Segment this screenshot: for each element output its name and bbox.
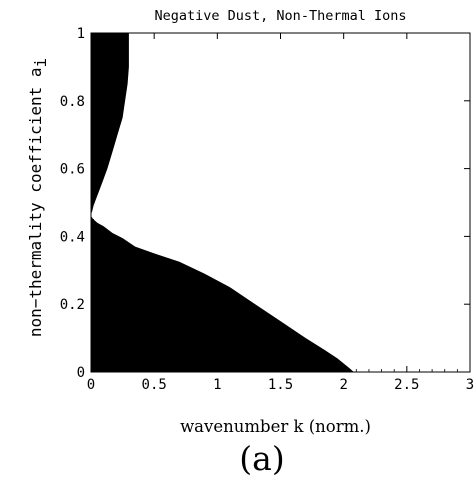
x-tick-label: 0.5 (142, 377, 167, 393)
x-ticks: 0 0.5 1 1.5 2 2.5 3 (87, 33, 474, 393)
y-tick-label: 0.2 (60, 297, 85, 313)
y-axis-label-subscript: i (31, 58, 50, 68)
x-tick-label: 0 (87, 377, 95, 393)
region-lower (91, 216, 354, 372)
x-tick-label: 3 (466, 377, 474, 393)
y-axis-label-main: non−thermality coefficient a (26, 67, 45, 337)
y-tick-label: 0.8 (60, 94, 85, 110)
y-axis-label: non−thermality coefficient ai (26, 58, 50, 337)
y-ticks: 0 0.2 0.4 0.6 0.8 1 (60, 26, 470, 381)
region-upper (91, 33, 129, 215)
y-tick-label: 0 (77, 365, 85, 381)
y-tick-label: 0.4 (60, 229, 85, 245)
y-tick-label: 0.6 (60, 162, 85, 178)
x-tick-label: 1 (213, 377, 221, 393)
x-tick-label: 1.5 (268, 377, 293, 393)
panel-label: (a) (239, 439, 284, 478)
filled-regions (91, 33, 354, 372)
y-tick-label: 1 (77, 26, 85, 42)
x-tick-label: 2.5 (394, 377, 419, 393)
x-axis-label: wavenumber k (norm.) (180, 417, 371, 436)
x-tick-label: 2 (339, 377, 347, 393)
chart-title: Negative Dust, Non-Thermal Ions (155, 8, 407, 24)
